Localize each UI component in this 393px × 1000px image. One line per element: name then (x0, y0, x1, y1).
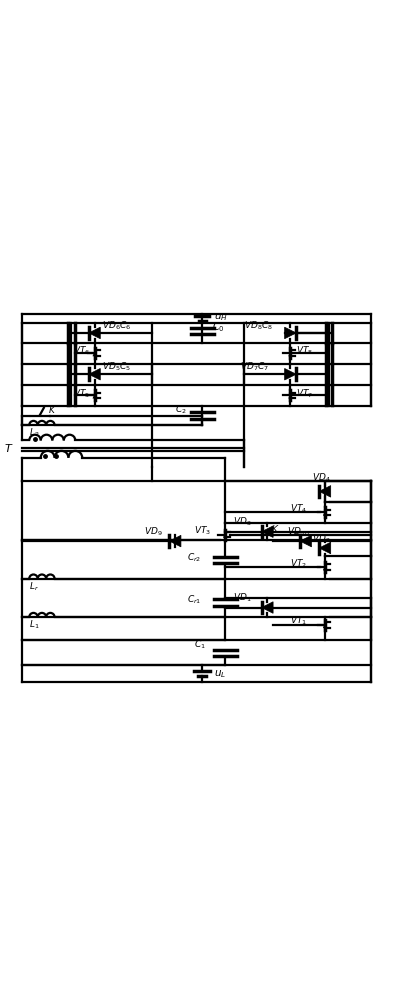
Text: $L_1$: $L_1$ (29, 619, 40, 631)
Text: $C_{r1}$: $C_{r1}$ (187, 594, 201, 606)
Text: $VT_7$: $VT_7$ (296, 387, 313, 400)
Text: $VD_7C_7$: $VD_7C_7$ (241, 360, 270, 373)
Text: $VT_4$: $VT_4$ (290, 502, 308, 515)
Text: $VT_5$: $VT_5$ (73, 387, 90, 400)
Text: $VD_2$: $VD_2$ (312, 532, 331, 545)
Text: $VT_8$: $VT_8$ (296, 345, 313, 357)
Text: $K$: $K$ (48, 404, 57, 415)
Text: $C_2$: $C_2$ (175, 404, 187, 416)
Text: $C_0$: $C_0$ (212, 320, 224, 334)
Text: $VD_8C_8$: $VD_8C_8$ (244, 319, 274, 332)
Text: $VD_6C_6$: $VD_6C_6$ (102, 319, 132, 332)
Text: $L_r$: $L_r$ (29, 580, 39, 593)
Polygon shape (285, 327, 296, 339)
Text: $VD_4$: $VD_4$ (312, 472, 331, 484)
Text: $u_H$: $u_H$ (213, 311, 228, 323)
Polygon shape (300, 535, 312, 547)
Text: $VD_{10}$: $VD_{10}$ (286, 525, 309, 538)
Polygon shape (262, 526, 273, 537)
Text: $VD_5C_5$: $VD_5C_5$ (102, 360, 131, 373)
Text: $VT_6$: $VT_6$ (73, 345, 91, 357)
Text: $VT_2$: $VT_2$ (290, 557, 307, 570)
Polygon shape (262, 602, 273, 613)
Text: $VD_9$: $VD_9$ (145, 525, 163, 538)
Polygon shape (169, 535, 181, 547)
Polygon shape (319, 542, 331, 554)
Text: $L_2$: $L_2$ (29, 427, 40, 439)
Text: $C_1$: $C_1$ (195, 639, 206, 651)
Text: $VD_1$: $VD_1$ (233, 592, 252, 604)
Polygon shape (89, 327, 100, 339)
Text: $VD_3$: $VD_3$ (233, 516, 252, 528)
Text: $u_L$: $u_L$ (213, 668, 226, 680)
Text: $VT_1$: $VT_1$ (290, 615, 308, 627)
Polygon shape (285, 368, 296, 380)
Text: $C_{r2}$: $C_{r2}$ (187, 551, 201, 564)
Text: $K$: $K$ (271, 523, 280, 534)
Text: $VT_3$: $VT_3$ (195, 524, 211, 537)
Polygon shape (319, 486, 331, 497)
Polygon shape (89, 368, 100, 380)
Text: $T$: $T$ (4, 442, 14, 454)
